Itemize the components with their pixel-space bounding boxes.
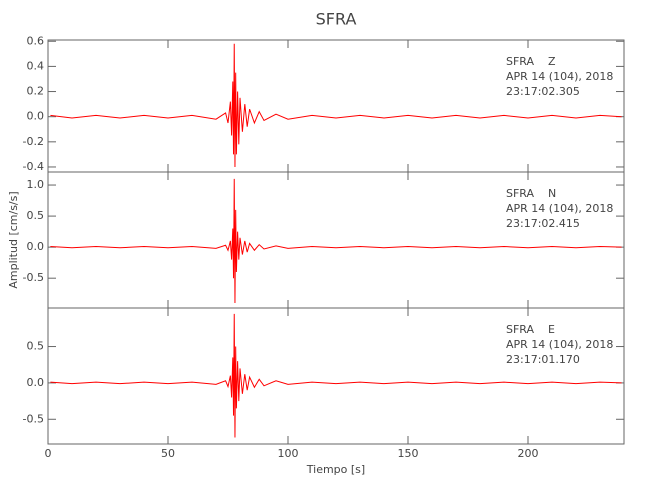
annotation: 23:17:02.305 (506, 85, 580, 98)
y-tick-label: 0.5 (27, 209, 45, 222)
y-tick-label: 0.0 (27, 376, 45, 389)
chart-title: SFRA (316, 10, 357, 29)
annotation: APR 14 (104), 2018 (506, 338, 613, 351)
y-tick-label: -0.4 (23, 160, 44, 173)
y-tick-label: -0.2 (23, 135, 44, 148)
annotation: SFRA N (506, 187, 556, 200)
y-tick-label: 0.4 (27, 59, 45, 72)
panel-frame (47, 307, 625, 445)
annotation: SFRA E (506, 323, 555, 336)
y-axis-label: Amplitud [cm/s/s] (7, 191, 20, 288)
y-tick-label: 1.0 (27, 178, 45, 191)
x-tick-label: 200 (518, 447, 539, 460)
annotation: 23:17:01.170 (506, 353, 580, 366)
annotation: 23:17:02.415 (506, 217, 580, 230)
y-tick-label: 0.0 (27, 240, 45, 253)
x-tick-label: 150 (398, 447, 419, 460)
trace (50, 313, 622, 438)
trace (50, 43, 622, 167)
x-tick-label: 0 (45, 447, 52, 460)
annotation: APR 14 (104), 2018 (506, 70, 613, 83)
y-tick-label: 0.6 (27, 34, 45, 47)
y-tick-label: -0.5 (23, 412, 44, 425)
y-tick-label: 0.0 (27, 110, 45, 123)
x-axis-label: Tiempo [s] (306, 463, 365, 476)
annotation: APR 14 (104), 2018 (506, 202, 613, 215)
trace (50, 178, 622, 304)
x-tick-label: 50 (161, 447, 175, 460)
y-tick-label: 0.2 (27, 85, 45, 98)
y-tick-label: -0.5 (23, 271, 44, 284)
annotation: SFRA Z (506, 55, 556, 68)
x-tick-label: 100 (278, 447, 299, 460)
y-tick-label: 0.5 (27, 340, 45, 353)
